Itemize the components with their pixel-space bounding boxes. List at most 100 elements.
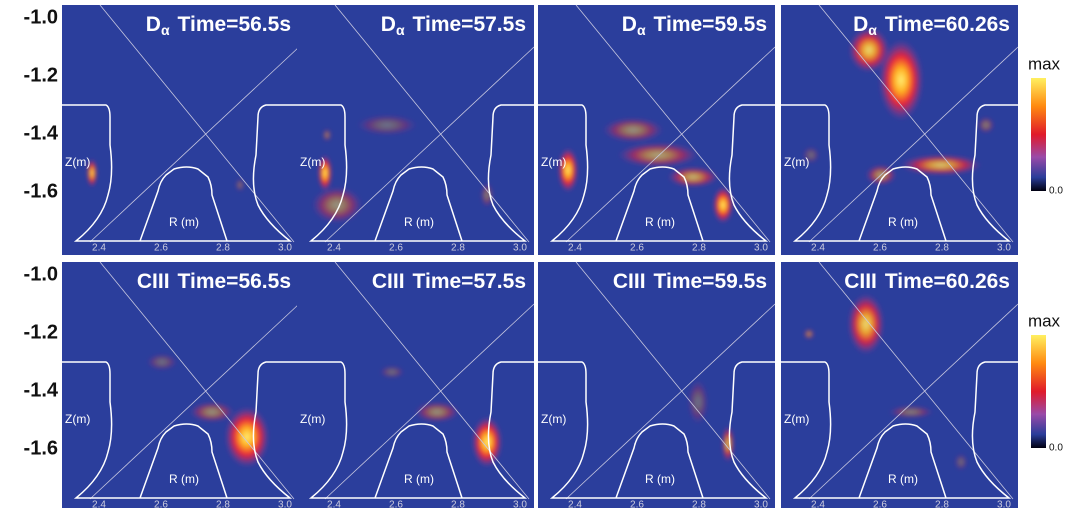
colorbar bbox=[1031, 335, 1046, 448]
sightline bbox=[808, 303, 1019, 500]
sightline bbox=[565, 303, 776, 500]
panel-title: CIII Time=56.5s bbox=[137, 270, 291, 293]
y-tick-label: -1.6 bbox=[24, 180, 58, 202]
sightline bbox=[99, 4, 295, 243]
time: Time=56.5s bbox=[178, 13, 291, 36]
panel: CIII Time=60.26s 2.4 2.6 2.8 3.0 R (m) Z(m) bbox=[781, 261, 1019, 512]
x-axis-label: R (m) bbox=[169, 472, 199, 486]
y-axis-label: Z(m) bbox=[784, 155, 809, 169]
time: Time=59.5s bbox=[654, 13, 767, 36]
x-tick-label: 3.0 bbox=[754, 500, 768, 508]
sightline bbox=[575, 261, 771, 500]
species-subscript: α bbox=[161, 22, 170, 38]
emission-blob bbox=[357, 115, 417, 135]
sightline bbox=[89, 46, 300, 243]
emission bbox=[87, 159, 244, 191]
panel-title: CIII Time=59.5s bbox=[613, 270, 767, 293]
x-tick-label: 2.4 bbox=[568, 500, 582, 508]
panel-background bbox=[781, 262, 1018, 512]
panel: CIII Time=57.5s 2.4 2.6 2.8 3.0 R (m) Z(m) bbox=[297, 261, 535, 512]
time: Time=60.26s bbox=[885, 13, 1010, 36]
y-axis-label: Z(m) bbox=[541, 412, 566, 426]
species: CIII bbox=[613, 270, 646, 293]
vessel-outline bbox=[538, 104, 775, 242]
species: D bbox=[146, 13, 161, 36]
x-tick-label: 2.6 bbox=[630, 243, 644, 254]
vessel-outline bbox=[538, 361, 775, 499]
sightline bbox=[334, 4, 530, 243]
x-tick-label: 2.6 bbox=[873, 243, 887, 254]
y-axis-label: Z(m) bbox=[300, 155, 325, 169]
x-tick-label: 3.0 bbox=[513, 243, 527, 254]
emission-blob bbox=[879, 40, 923, 120]
emission-blob bbox=[955, 454, 967, 470]
emission-blob bbox=[804, 329, 814, 339]
panel-background bbox=[62, 5, 299, 255]
panel-title: CIII Time=57.5s bbox=[372, 270, 526, 293]
y-tick-label: -1.2 bbox=[24, 64, 58, 86]
y-tick-label: -1.6 bbox=[24, 437, 58, 459]
species: D bbox=[622, 13, 637, 36]
x-tick-label: 3.0 bbox=[997, 243, 1011, 254]
sightline bbox=[334, 261, 530, 500]
panel-title: Dα Time=60.26s bbox=[853, 13, 1010, 38]
y-axis-label: Z(m) bbox=[784, 412, 809, 426]
x-tick-label: 2.8 bbox=[935, 500, 949, 508]
species: D bbox=[381, 13, 396, 36]
sightline bbox=[808, 46, 1019, 243]
vessel-outline bbox=[297, 104, 534, 242]
species-subscript: α bbox=[637, 22, 646, 38]
emission-blob bbox=[323, 129, 331, 141]
x-tick-label: 2.8 bbox=[451, 500, 465, 508]
x-tick-label: 2.4 bbox=[327, 243, 341, 254]
emission-blob bbox=[190, 402, 234, 422]
x-tick-label: 2.4 bbox=[811, 500, 825, 508]
time: Time=57.5s bbox=[413, 270, 526, 293]
y-axis-label: Z(m) bbox=[300, 412, 325, 426]
emission-blob bbox=[803, 147, 819, 163]
panel-background bbox=[62, 262, 299, 512]
y-tick-label: -1.0 bbox=[24, 263, 58, 285]
x-tick-label: 2.6 bbox=[630, 500, 644, 508]
x-tick-label: 2.6 bbox=[389, 243, 403, 254]
species: CIII bbox=[372, 270, 405, 293]
x-axis-label: R (m) bbox=[404, 472, 434, 486]
sightline bbox=[324, 303, 535, 500]
x-axis-label: R (m) bbox=[645, 215, 675, 229]
y-tick-label: -1.4 bbox=[24, 122, 59, 144]
time: Time=57.5s bbox=[413, 13, 526, 36]
x-tick-label: 2.4 bbox=[811, 243, 825, 254]
emission bbox=[558, 118, 733, 223]
y-tick-label: -1.2 bbox=[24, 321, 58, 343]
emission-blob bbox=[618, 143, 698, 167]
emission-blob bbox=[713, 187, 733, 223]
x-tick-label: 3.0 bbox=[754, 243, 768, 254]
panel: CIII Time=56.5s 2.4 2.6 2.8 3.0 R (m) Z(m) bbox=[62, 261, 300, 512]
emission bbox=[380, 366, 502, 467]
vessel-outline bbox=[62, 361, 299, 499]
time: Time=56.5s bbox=[178, 270, 291, 293]
sightline bbox=[565, 46, 776, 243]
colorbar-max-label: max bbox=[1028, 54, 1061, 73]
x-tick-label: 2.4 bbox=[568, 243, 582, 254]
species: CIII bbox=[844, 270, 877, 293]
colorbar bbox=[1031, 78, 1046, 191]
emission-blob bbox=[236, 179, 244, 191]
emission-blob bbox=[225, 407, 269, 467]
vessel-outline bbox=[781, 104, 1018, 242]
panel: Dα Time=57.5s 2.4 2.6 2.8 3.0 R (m) Z(m) bbox=[297, 4, 535, 255]
x-tick-label: 2.8 bbox=[692, 500, 706, 508]
x-axis-label: R (m) bbox=[169, 215, 199, 229]
species: D bbox=[853, 13, 868, 36]
sightline bbox=[818, 4, 1014, 243]
emission-blob bbox=[603, 118, 663, 142]
x-axis-label: R (m) bbox=[645, 472, 675, 486]
x-tick-label: 2.8 bbox=[451, 243, 465, 254]
x-tick-label: 3.0 bbox=[278, 500, 292, 508]
y-tick-label: -1.4 bbox=[24, 379, 59, 401]
panel: CIII Time=59.5s 2.4 2.6 2.8 3.0 R (m) Z(m) bbox=[538, 261, 776, 512]
vessel-outline bbox=[781, 361, 1018, 499]
emission-blob bbox=[318, 155, 332, 191]
panel: Dα Time=56.5s 2.4 2.6 2.8 3.0 R (m) Z(m) bbox=[62, 4, 300, 255]
